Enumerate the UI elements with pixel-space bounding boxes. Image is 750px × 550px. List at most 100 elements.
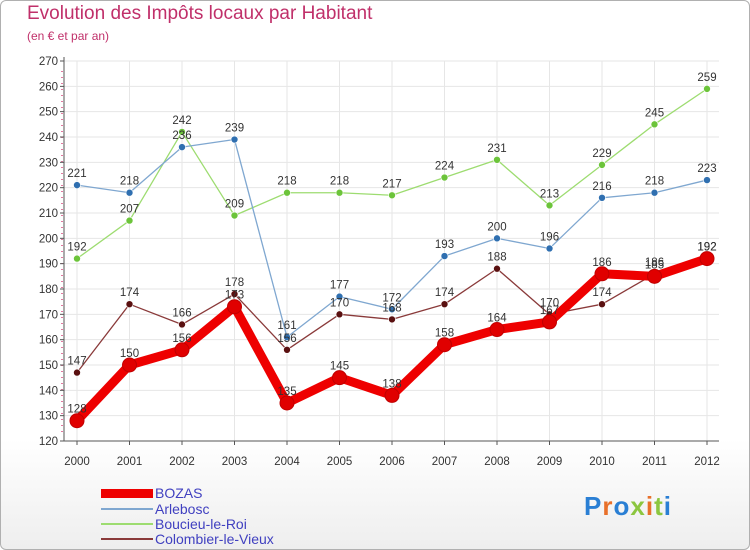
chart-subtitle: (en € et par an) (27, 29, 110, 43)
x-tick-label: 2012 (694, 456, 720, 468)
x-tick-label: 2010 (589, 456, 615, 468)
logo-letter: i (663, 491, 672, 521)
data-label-boucieu-le-roi: 218 (277, 176, 296, 188)
x-tick-label: 2003 (222, 456, 248, 468)
y-tick-label: 180 (39, 284, 58, 296)
data-label-colombier-le-vieux: 156 (277, 333, 296, 345)
data-label-colombier-le-vieux: 168 (382, 302, 401, 314)
data-label-bozas: 128 (67, 404, 86, 416)
y-tick-label: 220 (39, 183, 58, 195)
data-point-arlebosc (283, 333, 291, 341)
y-tick-label: 240 (39, 132, 58, 144)
legend-swatch-bozas (101, 488, 153, 498)
logo-letter: o (613, 491, 631, 521)
data-point-bozas (384, 387, 400, 403)
data-point-boucieu-le-roi (545, 201, 554, 210)
y-tick-label: 130 (39, 411, 58, 423)
data-point-arlebosc (545, 244, 554, 253)
y-tick-label: 260 (39, 81, 58, 93)
legend-item-arlebosc: Arlebosc (101, 501, 210, 517)
data-label-arlebosc: 218 (645, 176, 664, 188)
data-point-arlebosc (703, 176, 711, 184)
data-point-colombier-le-vieux (73, 368, 81, 377)
x-tick-label: 2006 (379, 456, 405, 468)
y-tick-label: 230 (39, 157, 58, 169)
x-tick-label: 2007 (432, 456, 458, 468)
data-point-boucieu-le-roi (440, 173, 449, 182)
data-label-bozas: 156 (172, 333, 191, 345)
data-label-boucieu-le-roi: 245 (645, 107, 664, 119)
data-label-arlebosc: 216 (592, 181, 611, 193)
data-point-bozas (489, 322, 505, 338)
data-label-bozas: 167 (540, 305, 559, 317)
x-tick-label: 2001 (117, 456, 143, 468)
data-point-boucieu-le-roi (73, 254, 81, 263)
data-label-arlebosc: 218 (120, 176, 139, 188)
data-point-bozas (542, 314, 557, 330)
data-point-boucieu-le-roi (230, 211, 239, 220)
legend-label-colombier-le-vieux: Colombier-le-Vieux (155, 531, 274, 547)
data-label-bozas: 192 (697, 242, 716, 254)
data-label-boucieu-le-roi: 207 (120, 204, 139, 216)
data-point-bozas (332, 370, 347, 386)
legend-swatch-colombier-le-vieux (101, 538, 153, 540)
y-tick-label: 140 (39, 385, 58, 397)
logo-letter: P (584, 491, 603, 521)
data-label-boucieu-le-roi: 259 (697, 72, 716, 84)
x-tick-label: 2004 (274, 456, 300, 468)
data-label-arlebosc: 223 (697, 163, 716, 175)
data-label-boucieu-le-roi: 209 (225, 199, 244, 211)
data-label-arlebosc: 239 (225, 123, 244, 135)
logo-letter: x (630, 491, 646, 521)
legend-swatch-boucieu-le-roi (101, 523, 153, 525)
x-tick-label: 2008 (484, 456, 510, 468)
data-point-colombier-le-vieux (125, 300, 134, 309)
data-label-bozas: 135 (277, 386, 296, 398)
legend-item-boucieu-le-roi: Boucieu-le-Roi (101, 516, 247, 532)
data-label-colombier-le-vieux: 166 (172, 307, 191, 319)
data-point-bozas (279, 395, 295, 411)
data-label-boucieu-le-roi: 229 (592, 148, 611, 160)
data-label-arlebosc: 200 (487, 221, 506, 233)
data-point-boucieu-le-roi (178, 128, 186, 136)
x-tick-label: 2000 (64, 456, 90, 468)
data-label-bozas: 145 (330, 361, 349, 373)
y-tick-label: 200 (39, 233, 58, 245)
legend-item-bozas: BOZAS (101, 485, 202, 501)
legend-swatch-arlebosc (101, 508, 153, 510)
legend-item-colombier-le-vieux: Colombier-le-Vieux (101, 531, 274, 547)
data-point-boucieu-le-roi (493, 156, 501, 164)
data-label-arlebosc: 172 (382, 292, 401, 304)
data-label-arlebosc: 161 (277, 320, 296, 332)
data-label-arlebosc: 177 (330, 280, 349, 292)
logo-letter: i (645, 491, 655, 521)
data-point-arlebosc (650, 188, 659, 197)
data-point-bozas (227, 299, 242, 315)
data-label-boucieu-le-roi: 224 (435, 161, 455, 173)
legend-label-arlebosc: Arlebosc (155, 501, 210, 517)
logo-letter: r (602, 491, 614, 521)
data-point-bozas (647, 268, 662, 284)
data-label-bozas: 150 (120, 348, 139, 360)
data-label-boucieu-le-roi: 242 (172, 115, 191, 127)
data-label-boucieu-le-roi: 218 (330, 176, 349, 188)
data-point-colombier-le-vieux (598, 300, 606, 309)
data-label-colombier-le-vieux: 178 (225, 277, 244, 289)
y-tick-label: 160 (39, 335, 58, 347)
data-label-boucieu-le-roi: 192 (67, 242, 86, 254)
data-point-arlebosc (493, 234, 501, 243)
data-point-arlebosc (598, 194, 606, 202)
data-point-colombier-le-vieux (440, 300, 449, 309)
x-tick-label: 2009 (537, 456, 563, 468)
data-point-boucieu-le-roi (650, 120, 659, 129)
y-tick-label: 170 (39, 309, 58, 321)
data-label-bozas: 138 (382, 378, 401, 390)
y-tick-label: 210 (39, 208, 58, 220)
data-point-arlebosc (125, 188, 134, 197)
data-point-arlebosc (335, 292, 344, 301)
data-label-arlebosc: 221 (67, 168, 86, 180)
data-label-boucieu-le-roi: 217 (382, 178, 401, 190)
data-label-bozas: 185 (645, 259, 664, 271)
chart-title: Evolution des Impôts locaux par Habitant (27, 3, 373, 24)
